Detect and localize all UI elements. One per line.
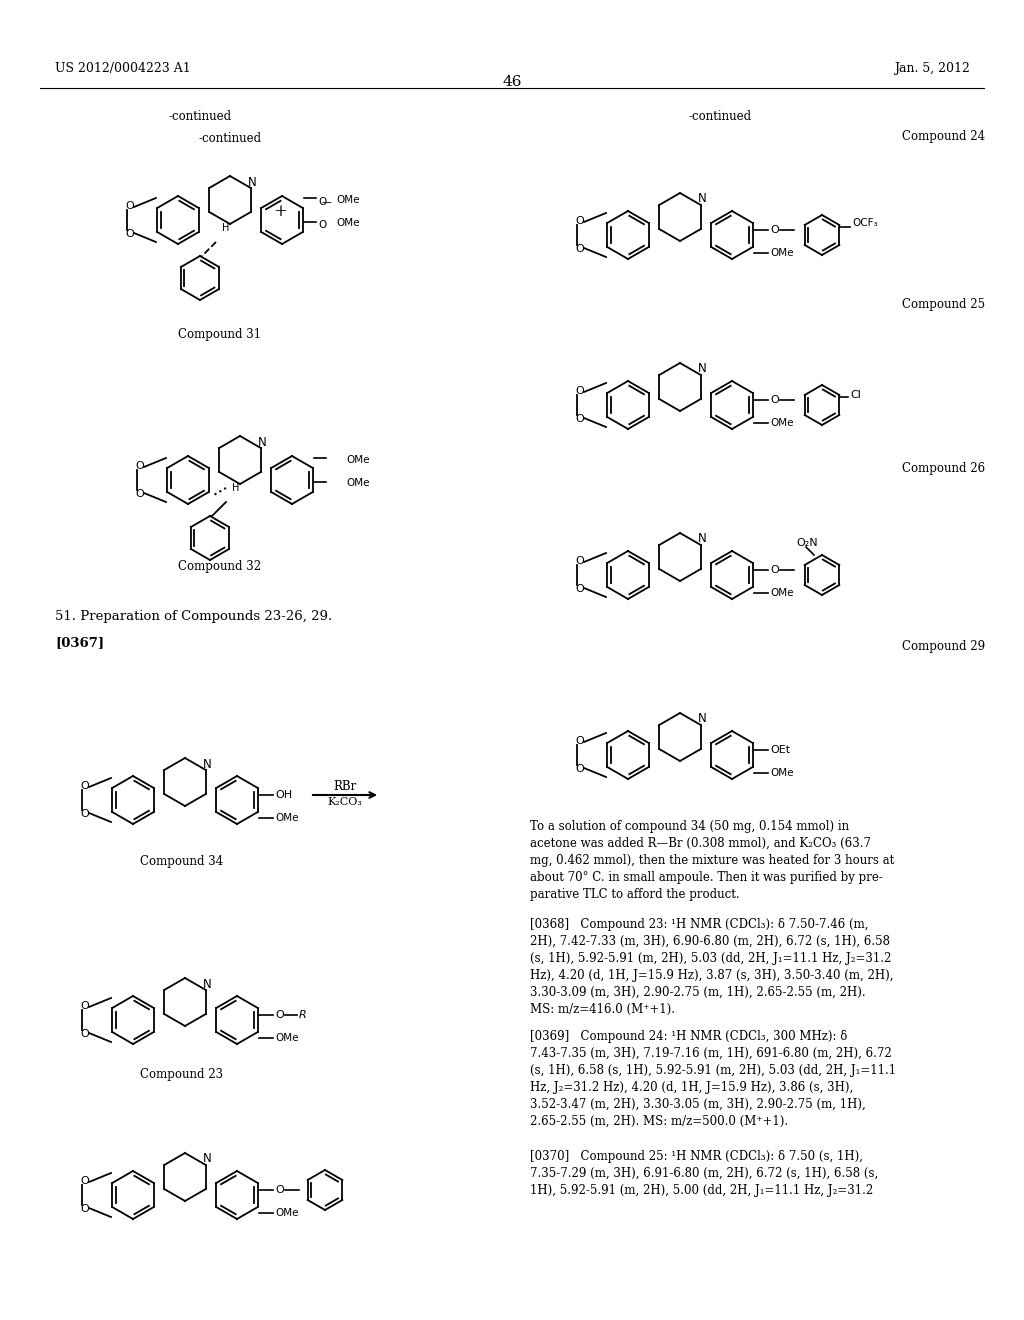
Text: O: O bbox=[770, 224, 778, 235]
Text: O: O bbox=[575, 583, 585, 594]
Text: Compound 29: Compound 29 bbox=[902, 640, 985, 653]
Text: OMe: OMe bbox=[770, 248, 794, 257]
Text: O: O bbox=[126, 228, 134, 239]
Text: Compound 24: Compound 24 bbox=[902, 129, 985, 143]
Text: OMe: OMe bbox=[346, 455, 370, 465]
Text: [0368]   Compound 23: ¹H NMR (CDCl₃): δ 7.50-7.46 (m,
2H), 7.42-7.33 (m, 3H), 6.: [0368] Compound 23: ¹H NMR (CDCl₃): δ 7.… bbox=[530, 917, 894, 1016]
Text: OMe: OMe bbox=[275, 1034, 299, 1043]
Text: N: N bbox=[258, 436, 266, 449]
Text: OMe: OMe bbox=[770, 418, 794, 428]
Text: O: O bbox=[575, 385, 585, 396]
Text: [0370]   Compound 25: ¹H NMR (CDCl₃): δ 7.50 (s, 1H),
7.35-7.29 (m, 3H), 6.91-6.: [0370] Compound 25: ¹H NMR (CDCl₃): δ 7.… bbox=[530, 1150, 879, 1197]
Text: OMe: OMe bbox=[346, 478, 370, 488]
Text: O: O bbox=[575, 737, 585, 746]
Text: O: O bbox=[81, 1001, 89, 1011]
Text: O: O bbox=[81, 781, 89, 791]
Text: —: — bbox=[322, 197, 332, 207]
Text: RBr: RBr bbox=[334, 780, 356, 793]
Text: Compound 32: Compound 32 bbox=[178, 560, 261, 573]
Text: N: N bbox=[697, 713, 707, 726]
Text: OMe: OMe bbox=[275, 1208, 299, 1218]
Text: OMe: OMe bbox=[275, 813, 299, 822]
Text: N: N bbox=[203, 1152, 211, 1166]
Text: O: O bbox=[275, 1010, 284, 1020]
Text: O: O bbox=[81, 1030, 89, 1039]
Text: O: O bbox=[770, 565, 778, 576]
Text: -continued: -continued bbox=[199, 132, 261, 145]
Text: OMe: OMe bbox=[336, 218, 359, 228]
Text: O: O bbox=[275, 1185, 284, 1195]
Text: Compound 26: Compound 26 bbox=[902, 462, 985, 475]
Text: +: + bbox=[273, 203, 287, 220]
Text: O: O bbox=[575, 414, 585, 424]
Text: OCF₃: OCF₃ bbox=[852, 218, 878, 228]
Text: N: N bbox=[203, 978, 211, 990]
Text: N: N bbox=[203, 758, 211, 771]
Text: O: O bbox=[135, 488, 144, 499]
Text: O: O bbox=[318, 220, 327, 230]
Text: -continued: -continued bbox=[168, 110, 231, 123]
Text: [0367]: [0367] bbox=[55, 636, 104, 649]
Text: N: N bbox=[697, 363, 707, 375]
Text: H: H bbox=[222, 223, 229, 234]
Text: Cl: Cl bbox=[850, 389, 861, 400]
Text: O: O bbox=[135, 461, 144, 471]
Text: O: O bbox=[126, 201, 134, 211]
Text: N: N bbox=[697, 532, 707, 545]
Text: Compound 34: Compound 34 bbox=[140, 855, 223, 869]
Text: O₂N: O₂N bbox=[796, 539, 817, 548]
Text: OMe: OMe bbox=[770, 587, 794, 598]
Text: OEt: OEt bbox=[770, 744, 791, 755]
Text: N: N bbox=[248, 176, 256, 189]
Text: Compound 31: Compound 31 bbox=[178, 327, 261, 341]
Text: N: N bbox=[697, 193, 707, 206]
Text: -continued: -continued bbox=[688, 110, 752, 123]
Text: R: R bbox=[299, 1010, 307, 1020]
Text: US 2012/0004223 A1: US 2012/0004223 A1 bbox=[55, 62, 190, 75]
Text: O: O bbox=[575, 556, 585, 566]
Text: Jan. 5, 2012: Jan. 5, 2012 bbox=[894, 62, 970, 75]
Text: [0369]   Compound 24: ¹H NMR (CDCl₃, 300 MHz): δ
7.43-7.35 (m, 3H), 7.19-7.16 (m: [0369] Compound 24: ¹H NMR (CDCl₃, 300 M… bbox=[530, 1030, 896, 1129]
Text: O: O bbox=[81, 1204, 89, 1214]
Text: O: O bbox=[81, 809, 89, 818]
Text: 51. Preparation of Compounds 23-26, 29.: 51. Preparation of Compounds 23-26, 29. bbox=[55, 610, 332, 623]
Text: Compound 23: Compound 23 bbox=[140, 1068, 223, 1081]
Text: O: O bbox=[318, 197, 327, 207]
Text: O: O bbox=[770, 395, 778, 405]
Text: O: O bbox=[81, 1176, 89, 1185]
Text: O: O bbox=[575, 216, 585, 226]
Text: Compound 25: Compound 25 bbox=[902, 298, 985, 312]
Text: H: H bbox=[232, 483, 240, 492]
Text: OMe: OMe bbox=[770, 768, 794, 777]
Text: O: O bbox=[575, 244, 585, 253]
Text: To a solution of compound 34 (50 mg, 0.154 mmol) in
acetone was added R—Br (0.30: To a solution of compound 34 (50 mg, 0.1… bbox=[530, 820, 894, 902]
Text: OH: OH bbox=[275, 789, 292, 800]
Text: K₂CO₃: K₂CO₃ bbox=[328, 797, 362, 807]
Text: 46: 46 bbox=[502, 75, 522, 88]
Text: OMe: OMe bbox=[336, 195, 359, 205]
Text: O: O bbox=[575, 764, 585, 774]
